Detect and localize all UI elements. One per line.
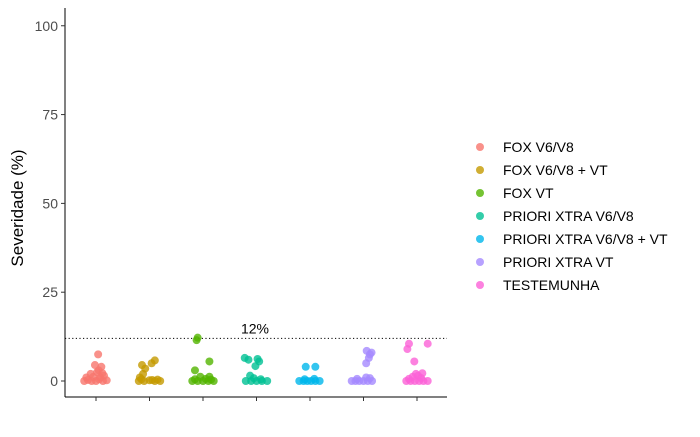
data-point <box>256 375 265 384</box>
reference-line-label: 12% <box>241 320 269 336</box>
data-point <box>353 374 362 383</box>
legend-item: FOX V6/V8 + VT <box>476 162 608 178</box>
data-point <box>90 361 99 370</box>
data-point <box>310 374 319 383</box>
legend-label: PRIORI XTRA VT <box>503 254 614 270</box>
legend-item: TESTEMUNHA <box>476 277 600 293</box>
data-point <box>418 369 427 378</box>
legend-key <box>476 235 484 243</box>
legend-key <box>476 258 484 266</box>
legend-key <box>476 166 484 174</box>
data-point <box>246 371 255 380</box>
data-point <box>97 362 106 371</box>
legend: FOX V6/V8 FOX V6/V8 + VT FOX VT PRIORI XTRA… <box>476 139 668 293</box>
legend-label: PRIORI XTRA V6/V8 + VT <box>503 231 668 247</box>
data-point <box>367 348 376 357</box>
data-point <box>311 362 320 371</box>
legend-key <box>476 281 484 289</box>
reference-line-group: 12% <box>65 320 447 339</box>
data-point <box>423 339 432 348</box>
legend-key <box>476 212 484 220</box>
legend-item: FOX VT <box>476 185 554 201</box>
y-axis: 0 25 50 75 100 <box>35 8 66 397</box>
data-point <box>86 369 95 378</box>
data-point <box>193 333 202 342</box>
data-point <box>94 350 103 359</box>
y-tick-label: 75 <box>42 107 58 123</box>
y-tick-label: 100 <box>35 18 59 34</box>
legend-label: TESTEMUNHA <box>503 277 600 293</box>
legend-label: FOX V6/V8 + VT <box>503 162 608 178</box>
data-point <box>263 377 272 386</box>
data-point <box>153 375 162 384</box>
y-axis-title: Severidade (%) <box>8 149 27 266</box>
data-point <box>150 356 159 365</box>
legend-key <box>476 143 484 151</box>
legend-label: FOX V6/V8 <box>503 139 574 155</box>
data-point <box>244 355 253 364</box>
legend-key <box>476 189 484 197</box>
y-tick-label: 50 <box>42 195 58 211</box>
data-point <box>205 372 214 381</box>
y-tick-label: 25 <box>42 284 58 300</box>
data-point <box>205 357 214 366</box>
data-point <box>138 361 147 370</box>
data-point <box>301 362 310 371</box>
data-point <box>423 377 432 386</box>
legend-item: PRIORI XTRA VT <box>476 254 614 270</box>
legend-item: FOX V6/V8 <box>476 139 574 155</box>
legend-item: PRIORI XTRA V6/V8 <box>476 208 634 224</box>
legend-label: PRIORI XTRA V6/V8 <box>503 208 634 224</box>
data-points <box>80 333 432 386</box>
data-point <box>253 354 262 363</box>
y-tick-label: 0 <box>50 373 58 389</box>
data-point <box>190 366 199 375</box>
data-point <box>410 357 419 366</box>
legend-label: FOX VT <box>503 185 554 201</box>
data-point <box>404 339 413 348</box>
data-point <box>411 369 420 378</box>
x-axis <box>65 396 447 401</box>
data-point <box>365 374 374 383</box>
data-point <box>196 372 205 381</box>
legend-item: PRIORI XTRA V6/V8 + VT <box>476 231 668 247</box>
data-point <box>300 375 309 384</box>
